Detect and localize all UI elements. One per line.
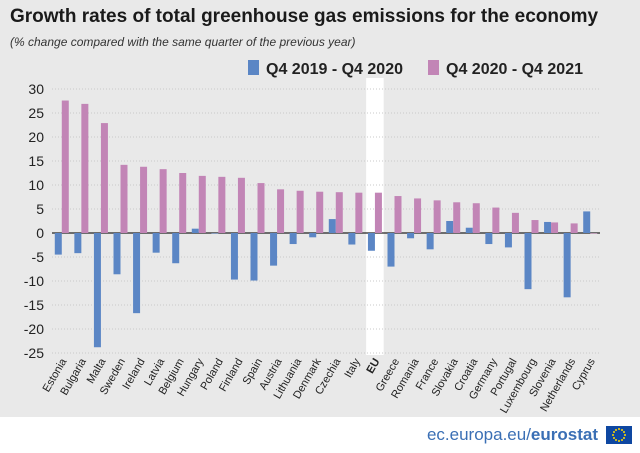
bar-1-portugal [504, 233, 512, 248]
bar-2-slovenia [551, 222, 559, 233]
y-tick-label: 30 [28, 81, 44, 97]
bar-1-italy [348, 233, 356, 245]
bar-2-belgium [179, 173, 187, 233]
x-tick-label: EU [364, 356, 382, 375]
y-tick-label: 20 [28, 129, 44, 145]
bar-2-luxembourg [531, 220, 539, 233]
bar-1-slovakia [446, 221, 454, 233]
bar-1-netherlands [563, 233, 571, 298]
y-tick-label: 15 [28, 153, 44, 169]
bar-2-cyprus [590, 233, 598, 234]
site-url: ec.europa.eu/ [426, 425, 531, 444]
bar-1-ireland [133, 233, 141, 314]
flag-star-icon [612, 437, 615, 439]
bar-1-cyprus [583, 211, 591, 233]
bar-2-malta [100, 123, 108, 233]
flag-star-icon [612, 434, 614, 436]
bar-1-croatia [465, 227, 473, 233]
bar-1-sweden [113, 233, 121, 275]
flag-star-icon [623, 431, 626, 433]
flag-star-icon [612, 431, 615, 433]
y-tick-label: -5 [32, 249, 45, 265]
bar-1-malta [93, 233, 101, 348]
bar-2-hungary [198, 175, 206, 233]
bar-2-spain [257, 183, 265, 233]
y-tick-label: 0 [36, 225, 44, 241]
bar-chart: 302520151050-5-10-15-20-25EstoniaBulgari… [24, 60, 600, 415]
bar-2-denmark [316, 191, 324, 233]
y-tick-label: 25 [28, 105, 44, 121]
bar-1-greece [387, 233, 395, 267]
y-tick-label: -15 [24, 297, 44, 313]
flag-star-icon [621, 439, 623, 442]
bar-1-austria [270, 233, 278, 266]
bar-2-france [433, 200, 441, 233]
flag-star-icon [615, 439, 617, 442]
legend-label: Q4 2019 - Q4 2020 [266, 61, 403, 78]
flag-star-icon [618, 428, 620, 430]
flag-star-icon [623, 437, 626, 439]
bar-1-luxembourg [524, 233, 532, 290]
bar-2-italy [355, 192, 363, 233]
bar-1-denmark [309, 233, 317, 238]
bar-1-eu [367, 233, 375, 251]
source-link[interactable]: ec.europa.eu/eurostat [427, 425, 598, 445]
bar-2-latvia [159, 169, 167, 233]
bar-2-eu [374, 192, 382, 233]
bar-1-spain [250, 233, 258, 281]
footer: ec.europa.eu/eurostat [0, 417, 640, 453]
bar-2-ireland [140, 166, 148, 233]
brand-name: eurostat [530, 425, 598, 444]
bar-1-lithuania [289, 233, 297, 245]
flag-star-icon [615, 428, 617, 431]
bar-1-czechia [328, 219, 336, 233]
bar-2-netherlands [570, 223, 578, 233]
flag-star-icon [618, 440, 620, 442]
eu-flag-icon [606, 426, 632, 444]
flag-star-icon [624, 434, 626, 436]
x-tick-label: Italy [342, 356, 363, 380]
bar-1-germany [485, 233, 493, 245]
bar-2-romania [414, 198, 422, 233]
y-tick-label: -20 [24, 321, 44, 337]
bar-1-belgium [172, 233, 180, 264]
bar-1-poland [211, 233, 219, 234]
bar-1-slovenia [544, 221, 552, 233]
bar-2-bulgaria [81, 103, 89, 233]
bar-1-estonia [54, 233, 62, 255]
bar-2-germany [492, 207, 500, 233]
bar-2-poland [218, 176, 226, 233]
bar-2-estonia [61, 100, 69, 234]
bar-1-romania [407, 233, 415, 239]
legend-label: Q4 2020 - Q4 2021 [446, 61, 583, 78]
bar-2-lithuania [296, 190, 304, 233]
legend-swatch [428, 60, 439, 75]
bar-2-slovakia [453, 202, 461, 233]
legend-swatch [248, 60, 259, 75]
bar-1-bulgaria [74, 233, 82, 254]
bar-2-greece [394, 196, 402, 233]
y-tick-label: 5 [36, 201, 44, 217]
bar-2-czechia [335, 192, 343, 233]
chart-title: Growth rates of total greenhouse gas emi… [10, 6, 599, 27]
bar-1-france [426, 233, 434, 250]
bar-1-finland [230, 233, 238, 280]
y-tick-label: 10 [28, 177, 44, 193]
bar-2-portugal [511, 212, 519, 233]
flag-star-icon [621, 428, 623, 431]
bar-1-hungary [191, 228, 199, 233]
bar-2-finland [237, 177, 245, 233]
bar-2-sweden [120, 164, 128, 233]
bar-2-croatia [472, 203, 480, 233]
chart-subtitle: (% change compared with the same quarter… [10, 35, 356, 49]
y-tick-label: -25 [24, 345, 44, 361]
bar-2-austria [277, 189, 285, 233]
bar-1-latvia [152, 233, 160, 253]
y-tick-label: -10 [24, 273, 44, 289]
